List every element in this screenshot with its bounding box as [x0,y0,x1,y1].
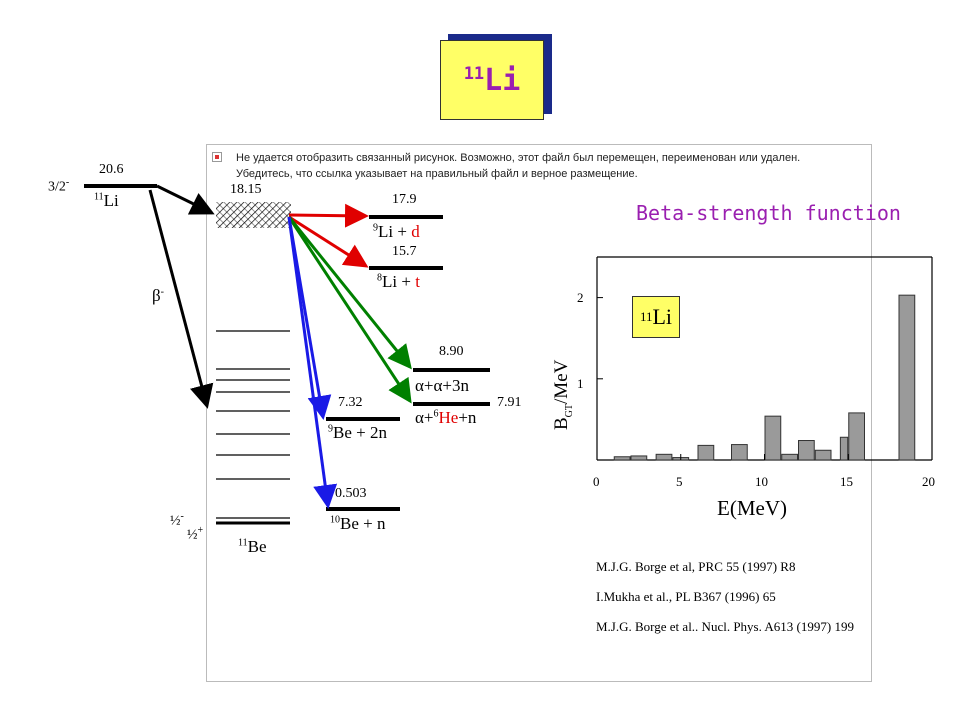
li11-spin-parity: - [65,177,70,188]
y-tick-label-2: 2 [577,290,584,305]
bgt-bar-11 [848,412,865,461]
x-tick-label-20: 20 [922,474,935,489]
bgt-bar-1 [630,455,648,461]
be11-element: Be [247,537,267,556]
li9-nucleus: Li [378,222,394,241]
gs-parity-a: - [180,511,184,522]
li9-mass: 9 [373,222,378,234]
chart-inset-label: 11 Li [632,296,680,338]
li9-d-threshold-energy: 17.9 [392,192,417,207]
title-element: Li [484,62,521,98]
be9-2n-threshold-energy: 7.32 [338,395,363,410]
be11-gs-spin-b: ½+ [187,525,203,544]
bgt-bar-6 [764,415,782,461]
he6-mass: 6 [433,408,439,420]
be9-rest: + 2n [351,423,387,442]
arrow-be10-n [287,216,338,509]
bgt-bar-12 [898,294,916,461]
inset-mass-number: 11 [639,309,653,324]
bgt-bar-10 [839,436,849,461]
image-frame [206,144,872,682]
slide-title: 11Li [464,63,521,98]
bgt-bar-8 [798,440,815,461]
bgt-bar-0 [613,456,631,461]
deuteron-label: d [411,222,420,241]
li8-t-threshold-energy: 15.7 [392,244,417,259]
gs-spin-a: ½ [170,513,181,529]
y-axis-label: BGT/MeV [551,360,575,430]
reference-2: I.Mukha et al., PL B367 (1996) 65 [596,589,776,604]
arrow-li8-t [288,215,369,268]
li11-spin-value: 3/2 [48,179,66,195]
y-label-main: B [551,417,572,430]
li8-plus: + [397,272,416,291]
li8-nucleus: Li [382,272,398,291]
x-tick-label-10: 10 [755,474,768,489]
arrow-ahe6n [287,216,412,404]
li11-element: Li [103,191,119,210]
be10-n-threshold-energy: 0.503 [335,486,367,501]
he6-nucleus: He [438,408,459,427]
be11-mass-number: 11 [238,537,248,549]
triton-label: t [415,272,420,291]
reference-3: M.J.G. Borge et al.. Nucl. Phys. A613 (1… [596,619,854,634]
beta-symbol: β [152,286,161,305]
be11-label: 11Be [238,537,267,557]
bgt-bar-7 [781,453,798,461]
x-tick-label-0: 0 [593,474,600,489]
aa3n-label: α+α+3n [415,376,469,395]
title-mass-number: 11 [463,63,485,84]
arrow-aa3n [287,216,412,370]
gs-spin-b: ½ [187,527,198,543]
broken-image-message: Не удается отобразить связанный рисунок.… [236,152,801,180]
slide-title-box: 11Li [440,40,544,120]
broken-image-icon [212,152,222,162]
li11-spin: 3/2- [48,177,69,196]
x-axis-label: E(MeV) [717,496,787,520]
bgt-bar-5 [731,444,748,461]
beta-sign: - [160,286,164,298]
li8-t-label: 8Li + t [377,272,420,292]
li11-label: 11Li [94,191,119,211]
be10-nucleus: Be [340,514,359,533]
be10-mass: 10 [330,514,340,526]
beta-arrow-to-excited [156,184,215,215]
beta-strength-chart [596,256,933,461]
bgt-bar-2 [655,453,673,461]
y-label-rest: /MeV [551,359,572,404]
reference-1: M.J.G. Borge et al, PRC 55 (1997) R8 [596,559,796,574]
beta-arrow-to-low [148,189,214,409]
li11-mass-number: 11 [94,191,104,203]
be10-n-label: 10Be + n [330,514,385,534]
aa3n-threshold-energy: 8.90 [439,344,464,359]
ahe6n-label: α+6He+n [415,408,476,428]
gs-parity-b: + [197,525,204,536]
y-tick-label-1: 1 [577,376,584,391]
ahe6n-threshold-energy: 7.91 [497,395,522,410]
be9-nucleus: Be [333,423,352,442]
be9-2n-label: 9Be + 2n [328,423,387,443]
beta-minus-label: β- [152,286,164,306]
be9-mass: 9 [328,423,333,435]
inset-element: Li [652,304,673,329]
threshold-levels [326,215,490,511]
be10-rest: + n [358,514,386,533]
bgt-bar-9 [814,449,832,461]
be11-excited-energy: 18.15 [230,182,262,197]
li9-plus: + [393,222,412,241]
bgt-bar-4 [697,444,715,461]
chart-title: Beta-strength function [636,201,901,225]
li8-mass: 8 [377,272,382,284]
x-tick-label-5: 5 [676,474,683,489]
ahe6n-pre: α+ [415,408,434,427]
be11-levels [216,330,290,519]
li11-energy: 20.6 [99,162,124,177]
ahe6n-post: +n [458,408,477,427]
be11-gs-spin-a: ½- [170,511,184,530]
x-tick-label-15: 15 [840,474,853,489]
y-label-sub: GT [563,403,575,418]
li9-d-label: 9Li + d [373,222,420,242]
arrow-li9-d [288,203,369,228]
